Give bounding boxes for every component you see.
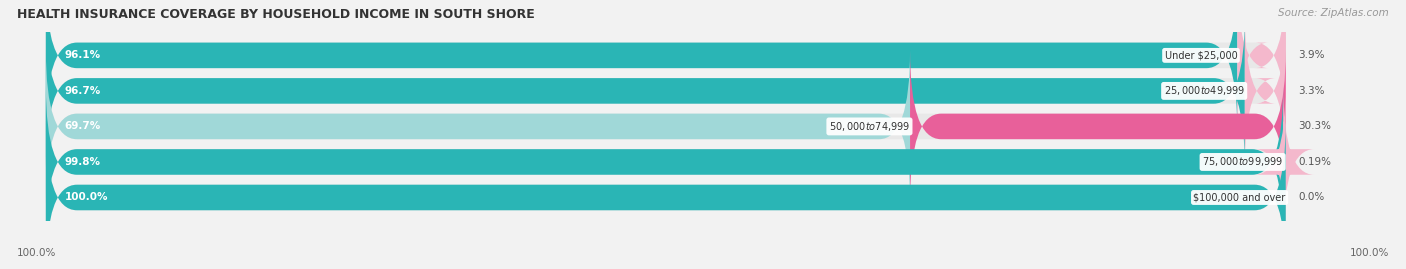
FancyBboxPatch shape xyxy=(46,122,1285,269)
Text: HEALTH INSURANCE COVERAGE BY HOUSEHOLD INCOME IN SOUTH SHORE: HEALTH INSURANCE COVERAGE BY HOUSEHOLD I… xyxy=(17,8,534,21)
Text: 30.3%: 30.3% xyxy=(1298,121,1331,132)
Text: Under $25,000: Under $25,000 xyxy=(1164,50,1237,60)
Text: 3.3%: 3.3% xyxy=(1298,86,1324,96)
Text: 100.0%: 100.0% xyxy=(17,248,56,258)
FancyBboxPatch shape xyxy=(910,50,1285,203)
Text: $50,000 to $74,999: $50,000 to $74,999 xyxy=(830,120,910,133)
Text: 99.8%: 99.8% xyxy=(65,157,100,167)
Text: $75,000 to $99,999: $75,000 to $99,999 xyxy=(1202,155,1284,168)
FancyBboxPatch shape xyxy=(46,0,1285,131)
FancyBboxPatch shape xyxy=(46,86,1284,238)
Text: 100.0%: 100.0% xyxy=(1350,248,1389,258)
Text: 0.19%: 0.19% xyxy=(1298,157,1331,167)
Text: $25,000 to $49,999: $25,000 to $49,999 xyxy=(1164,84,1244,97)
Text: 96.1%: 96.1% xyxy=(65,50,101,60)
FancyBboxPatch shape xyxy=(46,50,910,203)
FancyBboxPatch shape xyxy=(46,86,1285,238)
Text: 69.7%: 69.7% xyxy=(65,121,101,132)
FancyBboxPatch shape xyxy=(1244,15,1285,167)
FancyBboxPatch shape xyxy=(1254,86,1315,238)
Text: 100.0%: 100.0% xyxy=(65,193,108,203)
Text: 96.7%: 96.7% xyxy=(65,86,101,96)
FancyBboxPatch shape xyxy=(46,15,1244,167)
FancyBboxPatch shape xyxy=(46,15,1285,167)
Text: $100,000 and over: $100,000 and over xyxy=(1194,193,1285,203)
FancyBboxPatch shape xyxy=(46,50,1285,203)
FancyBboxPatch shape xyxy=(46,122,1285,269)
FancyBboxPatch shape xyxy=(1237,0,1285,131)
Text: 3.9%: 3.9% xyxy=(1298,50,1324,60)
Text: Source: ZipAtlas.com: Source: ZipAtlas.com xyxy=(1278,8,1389,18)
Text: 0.0%: 0.0% xyxy=(1298,193,1324,203)
FancyBboxPatch shape xyxy=(46,0,1237,131)
